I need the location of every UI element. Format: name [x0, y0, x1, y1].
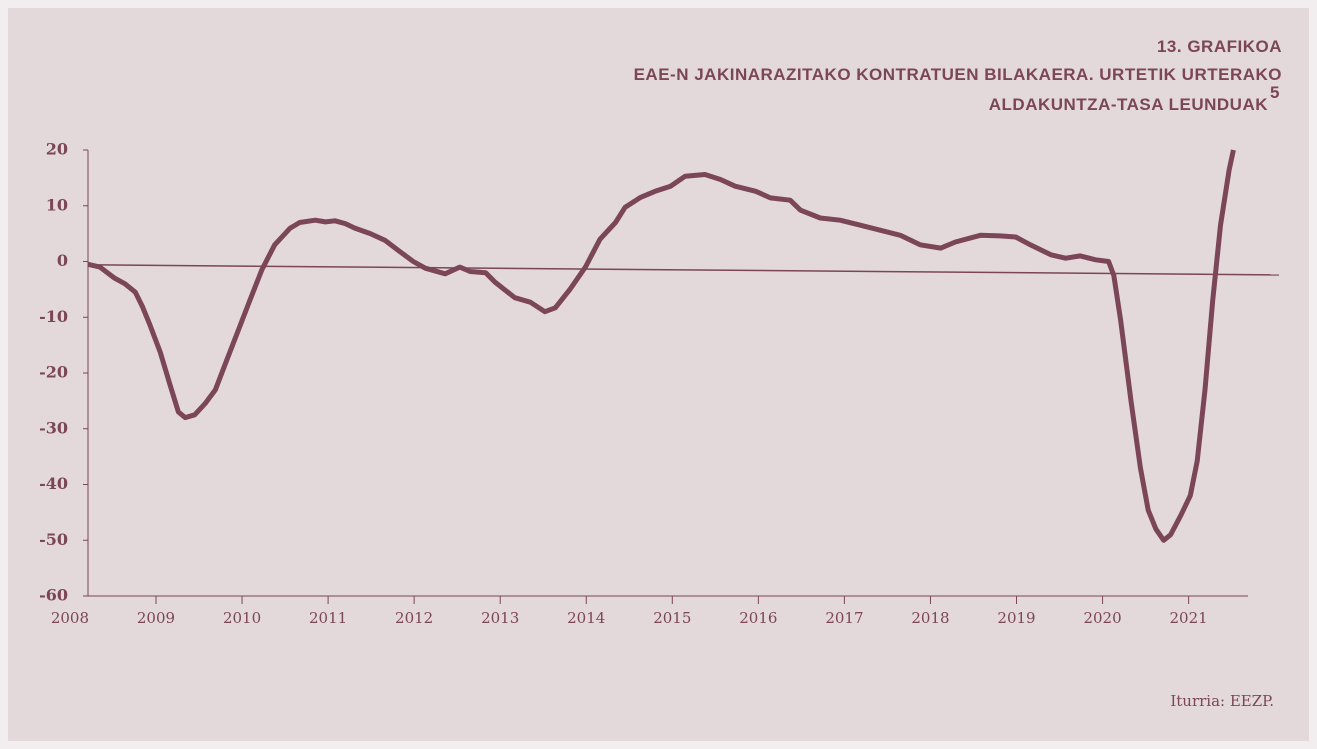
x-tick-label: 2011: [309, 609, 347, 627]
y-tick-label: -60: [39, 586, 68, 605]
x-tick-label: 2020: [1083, 609, 1121, 627]
x-tick-label: 2008: [51, 609, 89, 627]
x-tick-label: 2015: [653, 609, 691, 627]
x-tick-label: 2012: [395, 609, 433, 627]
x-tick-label: 2009: [137, 609, 175, 627]
x-tick-label: 2016: [739, 609, 777, 627]
y-tick-label: -10: [39, 307, 68, 326]
x-tick-label: 2014: [567, 609, 605, 627]
x-tick-label: 2018: [911, 609, 949, 627]
y-tick-label: 10: [46, 195, 68, 214]
chart-label: 13. GRAFIKOA: [1157, 37, 1282, 56]
y-tick-label: -30: [39, 418, 68, 437]
y-tick-label: 0: [57, 251, 68, 270]
x-tick-label: 2017: [825, 609, 863, 627]
y-tick-label: 20: [46, 140, 68, 159]
y-tick-label: -50: [39, 530, 68, 549]
y-tick-label: -40: [39, 474, 68, 493]
trend-line: [87, 264, 1280, 276]
source: Iturria: EEZP.: [1170, 692, 1274, 710]
chart-title: EAE-N JAKINARAZITAKO KONTRATUEN BILAKAER…: [634, 65, 1282, 84]
x-tick-label: 2021: [1170, 609, 1208, 627]
background: [8, 8, 1309, 741]
title-note: 5: [1270, 83, 1280, 102]
chart-title: ALDAKUNTZA-TASA LEUNDUAK: [989, 95, 1268, 114]
data-line: [87, 149, 1236, 543]
x-tick-label: 2019: [997, 609, 1035, 627]
y-tick-label: -20: [39, 363, 68, 382]
x-tick-label: 2010: [223, 609, 261, 627]
x-tick-label: 2013: [481, 609, 519, 627]
